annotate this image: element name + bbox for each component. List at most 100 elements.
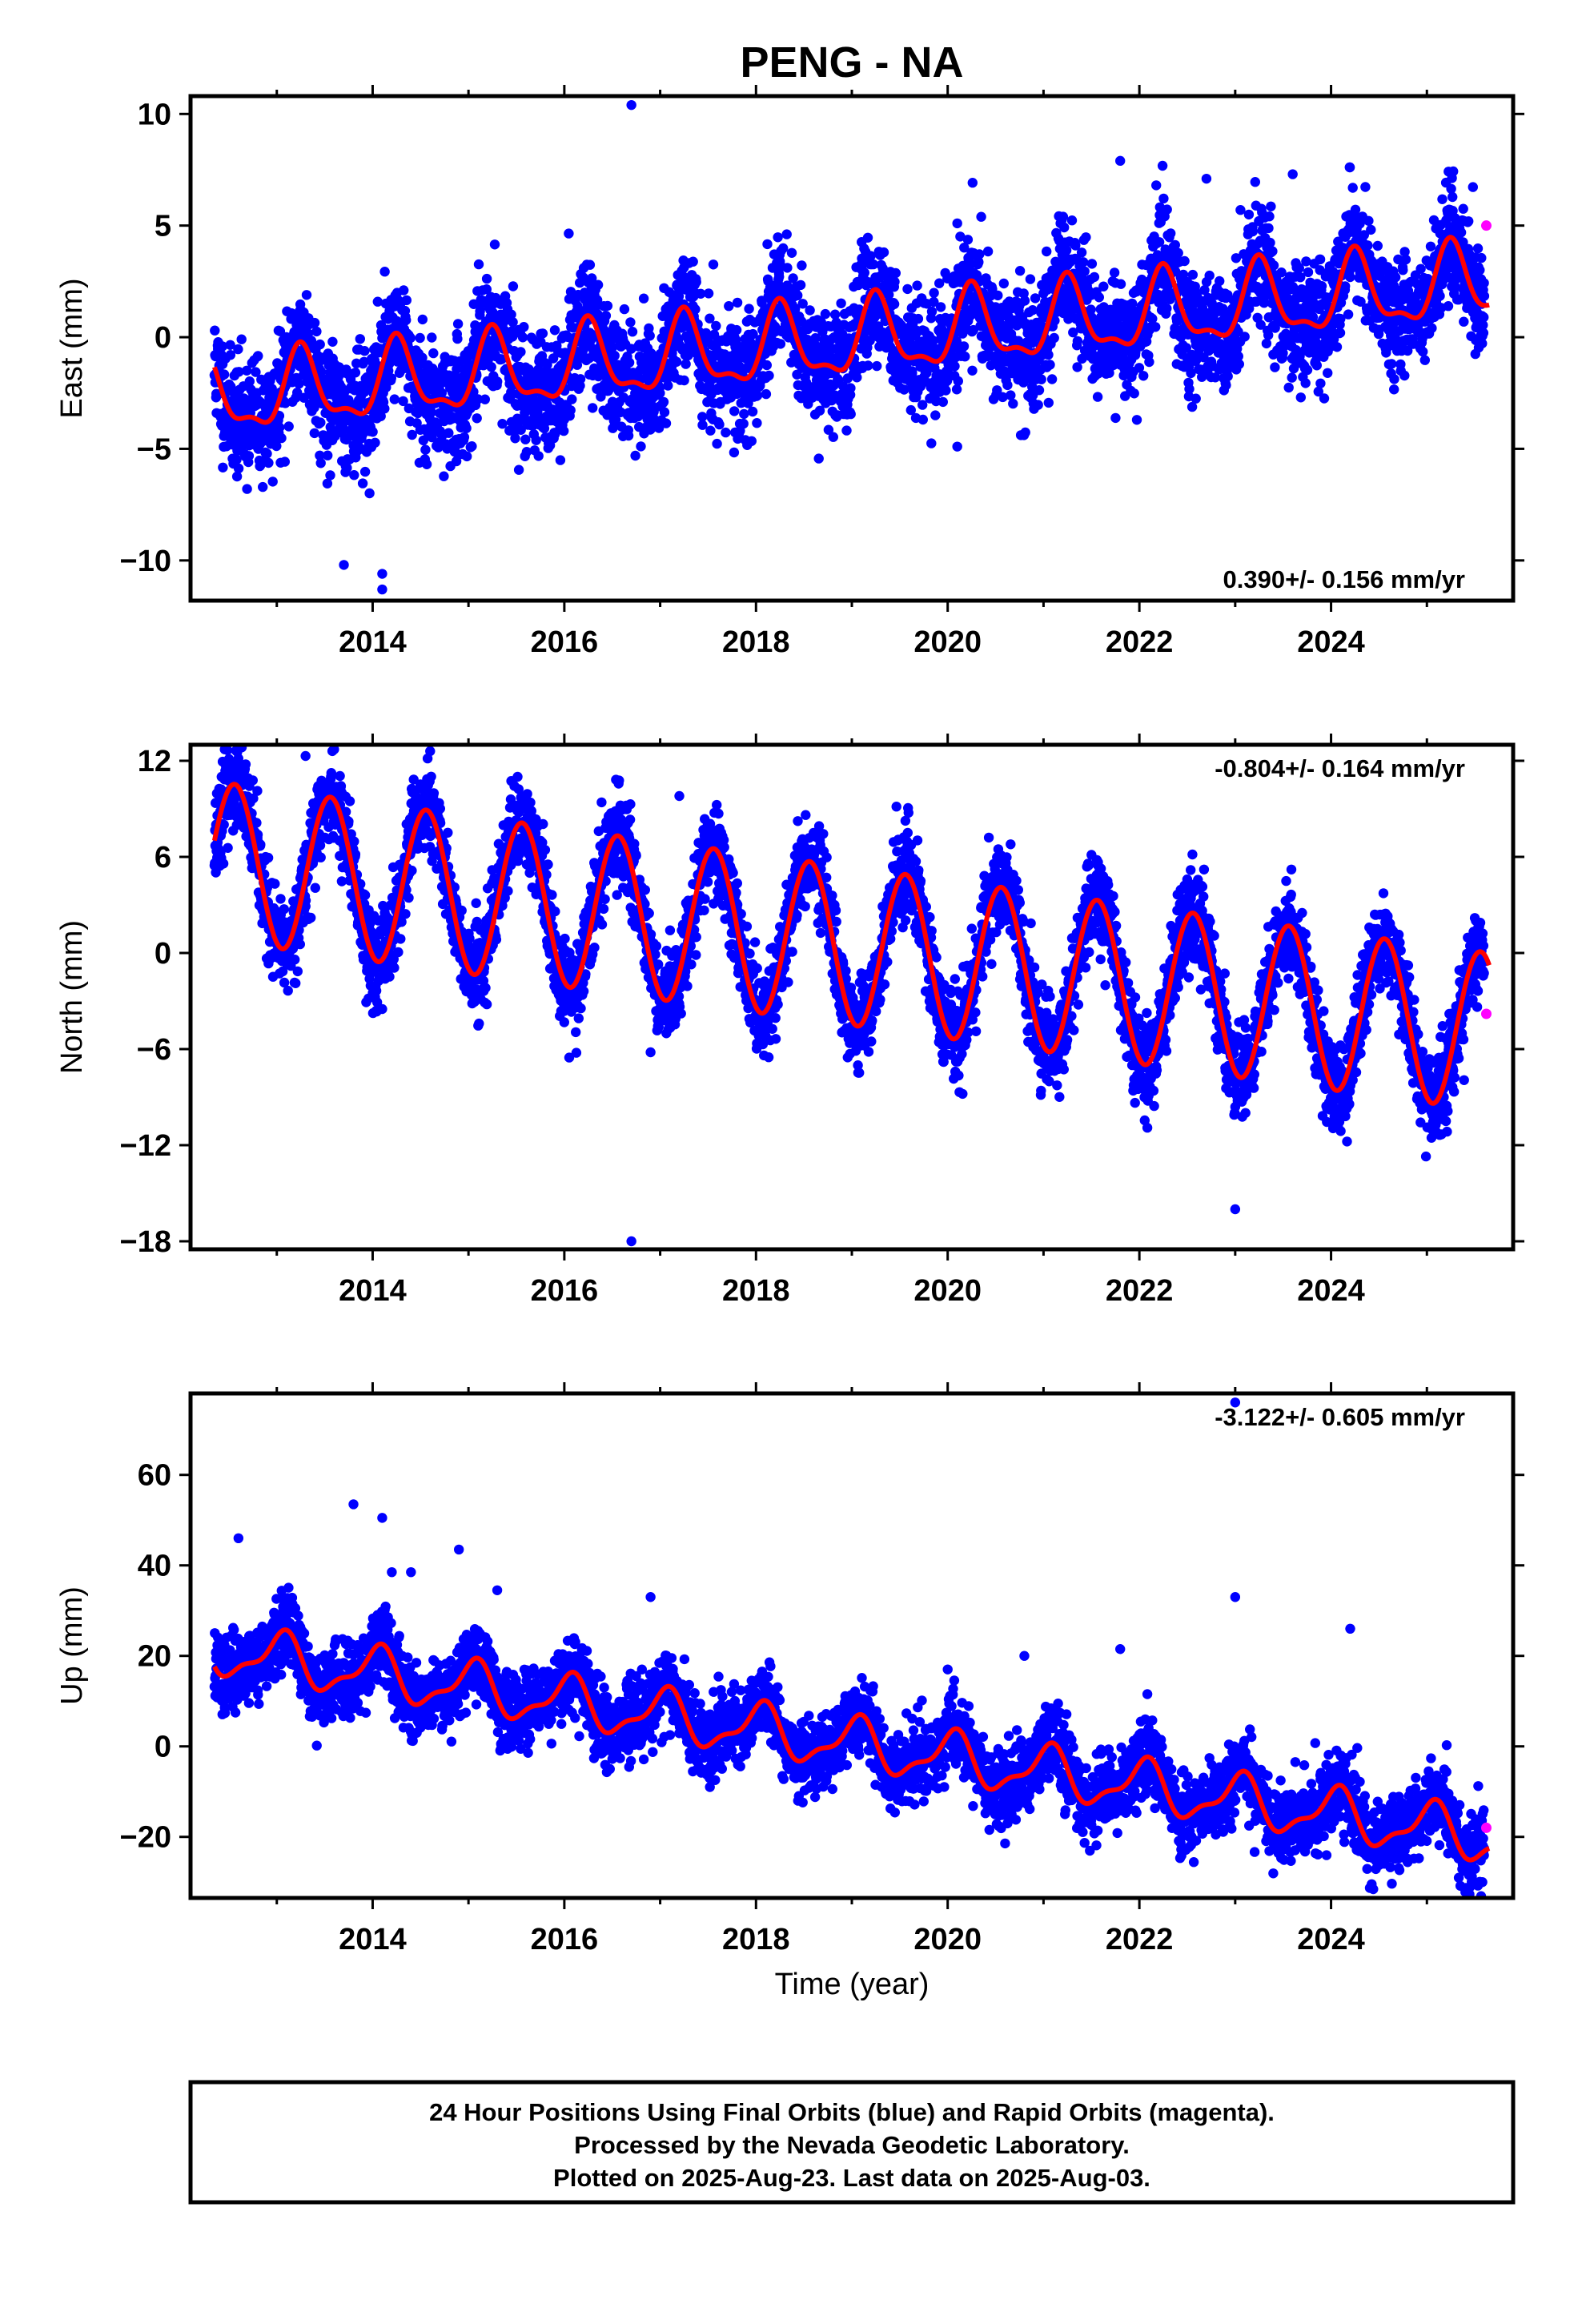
final-orbit-point <box>1398 265 1408 275</box>
final-orbit-point <box>572 301 583 312</box>
y-tick-label: −10 <box>120 545 171 578</box>
final-orbit-point <box>1166 228 1176 239</box>
final-orbit-point <box>796 316 807 327</box>
final-orbit-point <box>565 405 576 416</box>
final-orbit-point <box>762 239 773 250</box>
final-orbit-outlier <box>952 218 962 229</box>
final-orbit-point <box>862 232 873 243</box>
final-orbit-point <box>475 306 485 316</box>
final-orbit-point <box>225 731 235 741</box>
final-orbit-point <box>797 260 807 271</box>
final-orbit-point <box>1295 392 1307 403</box>
final-orbit-point <box>444 428 454 438</box>
final-orbit-point <box>1025 274 1036 284</box>
figure-title: PENG - NA <box>740 38 963 86</box>
final-orbit-point <box>1425 241 1436 251</box>
final-orbit-point <box>389 394 400 404</box>
final-orbit-point <box>243 451 255 461</box>
final-orbit-point <box>619 304 630 315</box>
final-orbit-point <box>364 488 375 499</box>
final-orbit-point <box>559 425 569 436</box>
final-orbit-point <box>962 235 974 245</box>
final-orbit-point <box>1081 232 1091 243</box>
final-orbit-point <box>967 365 978 376</box>
final-orbit-point <box>1419 355 1431 365</box>
final-orbit-point <box>357 478 368 489</box>
final-orbit-point <box>472 413 482 424</box>
final-orbit-point <box>279 456 290 467</box>
final-orbit-point <box>292 388 303 398</box>
final-orbit-point <box>926 306 938 317</box>
final-orbit-point <box>459 432 470 443</box>
final-orbit-point <box>1033 400 1043 410</box>
final-orbit-point <box>1267 246 1278 256</box>
final-orbit-point <box>953 376 964 387</box>
final-orbit-point <box>889 299 900 309</box>
final-orbit-point <box>1343 309 1354 320</box>
final-orbit-point <box>1303 267 1314 278</box>
final-orbit-point <box>349 470 359 480</box>
velocity-annotation: 0.390+/- 0.156 mm/yr <box>1223 565 1465 593</box>
final-orbit-point <box>1239 332 1250 342</box>
final-orbit-point <box>315 366 327 377</box>
final-orbit-point <box>627 327 638 337</box>
final-orbit-point <box>323 450 333 460</box>
final-orbit-outlier <box>377 569 387 579</box>
final-orbit-point <box>644 331 655 341</box>
final-orbit-point <box>1144 356 1154 368</box>
final-orbit-point <box>732 297 743 308</box>
final-orbit-point <box>1459 316 1469 327</box>
final-orbit-point <box>401 315 412 325</box>
final-orbit-point <box>242 365 252 376</box>
final-orbit-point <box>752 390 763 401</box>
final-orbit-point <box>1345 271 1355 283</box>
final-orbit-outlier <box>1287 169 1298 179</box>
final-orbit-point <box>729 447 740 458</box>
y-tick-label: 5 <box>155 210 171 243</box>
final-orbit-point <box>1006 390 1016 400</box>
final-orbit-point <box>1162 304 1172 314</box>
final-orbit-point <box>359 466 371 477</box>
final-orbit-point <box>917 414 929 425</box>
final-orbit-point <box>496 354 507 364</box>
final-orbit-point <box>584 259 596 270</box>
final-orbit-point <box>342 463 352 473</box>
final-orbit-point <box>428 348 439 359</box>
final-orbit-point <box>452 364 462 375</box>
final-orbit-point <box>452 333 463 344</box>
final-orbit-point <box>1072 336 1083 347</box>
final-orbit-point <box>549 325 560 336</box>
final-orbit-point <box>415 332 425 344</box>
final-orbit-point <box>1335 328 1346 338</box>
final-orbit-point <box>315 339 325 350</box>
final-orbit-points <box>209 99 1490 595</box>
final-orbit-point <box>714 419 725 430</box>
final-orbit-point <box>998 278 1010 289</box>
final-orbit-outlier <box>952 441 962 452</box>
final-orbit-points <box>209 731 1490 1247</box>
final-orbit-point <box>1066 215 1078 226</box>
final-orbit-point <box>773 232 783 243</box>
final-orbit-point <box>644 323 654 334</box>
final-orbit-point <box>705 313 715 324</box>
final-orbit-point <box>322 478 333 489</box>
final-orbit-point <box>786 247 797 258</box>
final-orbit-point <box>691 276 701 287</box>
final-orbit-point <box>993 290 1003 301</box>
final-orbit-point <box>1204 270 1215 281</box>
final-orbit-point <box>253 351 263 361</box>
final-orbit-point <box>630 450 640 461</box>
final-orbit-point <box>813 453 824 464</box>
final-orbit-point <box>950 361 960 372</box>
final-orbit-point <box>1221 380 1231 391</box>
final-orbit-point <box>492 376 503 387</box>
final-orbit-point <box>1019 296 1030 306</box>
final-orbit-point <box>653 423 665 433</box>
final-orbit-point <box>1479 291 1490 301</box>
final-orbit-point <box>746 436 757 446</box>
final-orbit-point <box>1076 247 1087 258</box>
final-orbit-point <box>1456 227 1467 238</box>
final-orbit-point <box>1046 374 1058 384</box>
final-orbit-point <box>610 414 621 425</box>
final-orbit-point <box>1418 346 1428 357</box>
